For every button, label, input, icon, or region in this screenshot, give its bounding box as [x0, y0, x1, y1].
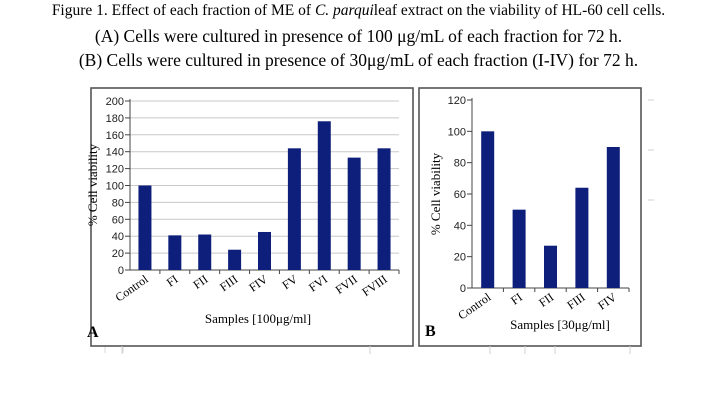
y-tick-label: 0	[460, 283, 466, 295]
y-tick-label: 140	[106, 147, 124, 159]
caption-suffix: leaf extract on the viability of HL-60 c…	[373, 2, 666, 19]
bar-fv	[287, 148, 301, 270]
y-tick-label: 160	[106, 130, 124, 142]
y-tick-label: 0	[118, 265, 124, 277]
x-tick-label: FII	[536, 290, 556, 310]
caption-line-b: (B) Cells were cultured in presence of 3…	[78, 50, 639, 70]
bar-fii	[198, 234, 212, 270]
x-axis-title: Samples [30μg/ml]	[510, 317, 610, 332]
caption-species: C. parqui	[314, 2, 374, 19]
y-tick-label: 20	[454, 252, 466, 264]
bar-fviii	[377, 148, 391, 270]
y-tick-label: 60	[454, 189, 466, 201]
y-tick-label: 100	[106, 181, 124, 193]
bar-fvii	[347, 157, 361, 270]
bar-control	[481, 131, 495, 288]
bar-control	[138, 185, 152, 270]
bar-fvi	[317, 121, 331, 270]
y-tick-label: 40	[112, 231, 124, 243]
panel-frame-B	[418, 87, 642, 347]
bar-fiii	[575, 187, 589, 288]
bar-fiv	[606, 147, 620, 288]
x-tick-label: FII	[190, 272, 210, 292]
y-tick-label: 60	[112, 214, 124, 226]
y-tick-label: 40	[454, 220, 466, 232]
y-tick-label: 200	[106, 96, 124, 108]
bar-fiii	[228, 249, 242, 270]
y-tick-label: 20	[112, 248, 124, 260]
x-axis-title: Samples [100μg/ml]	[205, 311, 311, 326]
bar-fiv	[258, 231, 271, 270]
caption-prefix: Figure 1. Effect of each fraction of ME …	[51, 2, 315, 19]
figure-caption: Figure 1. Effect of each fraction of ME …	[0, 2, 717, 20]
y-tick-label: 120	[106, 164, 124, 176]
bar-fii	[544, 245, 557, 288]
y-tick-label: 100	[448, 126, 466, 138]
bar-fi	[512, 209, 526, 288]
panel-label: A	[87, 324, 99, 341]
y-tick-label: 180	[106, 113, 124, 125]
y-tick-label: 80	[112, 197, 124, 209]
y-tick-label: 80	[454, 158, 466, 170]
y-tick-label: 120	[448, 95, 466, 107]
panel-label: B	[425, 323, 436, 340]
y-axis-title: % Cell viability	[85, 143, 100, 226]
caption-line-a: (A) Cells were cultured in presence of 1…	[94, 26, 623, 46]
y-axis-title: % Cell viability	[428, 152, 443, 235]
bar-fi	[168, 235, 182, 270]
